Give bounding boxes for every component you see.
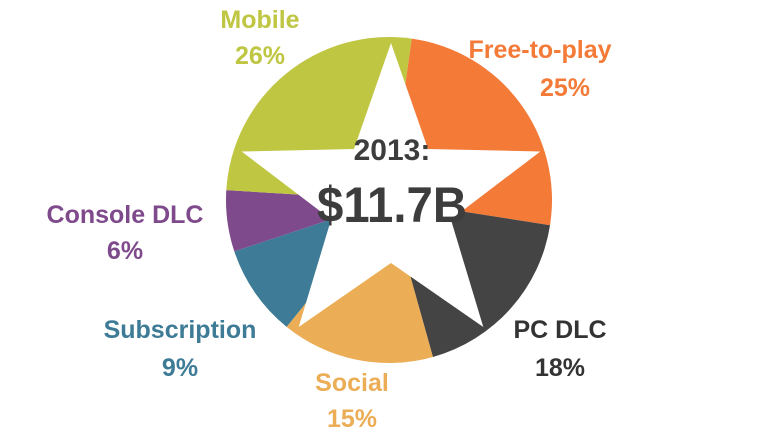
chart-title: 2013: xyxy=(354,134,431,167)
slice-name-label: Mobile xyxy=(220,6,299,34)
star-overlay xyxy=(241,43,541,327)
slice-percent-label: 26% xyxy=(235,42,285,70)
slice-name-label: Free-to-play xyxy=(468,36,611,64)
slice-percent-label: 18% xyxy=(535,354,585,382)
slice-percent-label: 25% xyxy=(540,74,590,102)
slice-name-label: Subscription xyxy=(104,316,257,344)
slice-percent-label: 6% xyxy=(107,237,143,265)
slice-name-label: Console DLC xyxy=(47,201,204,229)
slice-percent-label: 15% xyxy=(327,405,377,433)
slice-percent-label: 9% xyxy=(162,354,198,382)
slice-name-label: Social xyxy=(315,369,389,397)
chart-total: $11.7B xyxy=(317,177,467,233)
slice-name-label: PC DLC xyxy=(513,316,606,344)
